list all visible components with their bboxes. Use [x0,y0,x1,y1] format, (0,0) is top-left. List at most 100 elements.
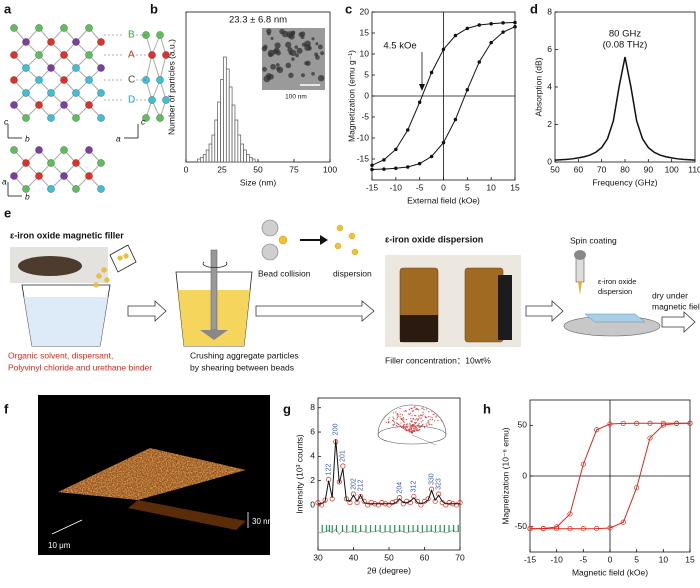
pole-dot [420,417,422,419]
peak-label: 122 [325,464,332,476]
pole-dot [387,421,390,424]
x-tick-label: 60 [420,552,430,562]
tem-particle [261,46,268,52]
histogram-bar [208,143,213,163]
pole-dot [408,428,410,431]
data-point [379,500,385,506]
y-tick-label: 50 [518,420,528,430]
atom [35,172,43,180]
length-arrow [51,519,83,535]
panel-label: f [4,401,9,416]
atom [47,89,55,97]
atom [97,185,105,193]
process-arrow [661,311,696,333]
rotation-arrow [202,261,228,268]
aggregate [278,235,288,245]
pole-dot [396,418,398,420]
data-point [406,128,410,132]
x-tick-label: 15 [510,182,520,192]
tem-particle [300,73,305,78]
histogram-bar [240,143,244,163]
data-point [361,498,367,504]
data-point [394,166,398,170]
pole-dot [415,415,417,417]
substrate [584,313,646,323]
particle [101,267,107,273]
pole-dot [398,423,400,426]
x-axis-label: 2θ (degree) [367,565,411,575]
x-tick-label: -5 [416,182,424,192]
data-point [441,47,446,52]
data-point [453,117,458,122]
x-axis-label: Frequency (GHz) [592,177,657,187]
pole-dot [405,426,408,428]
panel-label: c [345,1,352,16]
pole-dot [401,426,404,428]
components-text: Polyvinyl chloride and urethane binder [8,362,152,372]
pole-dot [419,414,422,416]
pole-dot [410,424,412,426]
tem-particle [276,63,280,67]
pole-dot [418,409,420,411]
series-line [554,56,696,161]
x-tick-label: 90 [644,164,654,174]
tem-particle [304,61,309,66]
axis-label: b [25,191,30,201]
particle [96,273,102,279]
pole-dot [396,413,398,415]
tem-particle [279,28,285,35]
process-arrow [127,300,167,322]
particle [336,224,344,232]
pole-dot [385,421,388,423]
vial-sediment [400,315,438,342]
atom [35,76,43,84]
pole-dot [409,427,411,429]
atom [22,159,30,167]
y-tick-label: 0 [522,470,527,480]
pole-dot [425,417,427,419]
data-point [501,21,505,25]
x-tick-label: 70 [597,164,607,174]
pole-dot [414,422,417,424]
atom [97,89,105,97]
y-tick-label: -10 [357,132,370,142]
pole-dot [410,427,412,429]
y-tick-label: 6 [310,426,315,436]
pole-dot [399,413,401,415]
particle [334,242,342,250]
pole-dot [392,419,394,421]
pole-dot [416,425,419,427]
tem-particle [274,42,281,49]
data-point [660,422,666,428]
peak-label: 330 [428,473,435,485]
tem-particle [267,31,271,36]
x-tick-label: 50 [253,164,263,174]
axis-line [411,434,437,446]
pole-dot [414,430,416,433]
pole-dot [437,419,439,422]
tem-particle [296,47,303,54]
pole-dot [393,412,395,414]
annotation: 80 GHz [609,29,641,40]
histogram-bar [202,154,207,163]
y-axis-label: Absorption (dB) [533,57,543,116]
histogram-bar [217,101,221,163]
histogram-bar [234,119,239,163]
data-point [406,165,410,169]
axis-label: b [25,133,30,143]
drying-text: dry under [652,290,688,300]
pole-dot [418,426,420,428]
x-tick-label: 10 [659,554,669,564]
pole-dot [408,408,411,411]
pole-dot [401,418,404,420]
pole-dot [393,422,396,424]
y-tick-label: 4 [547,81,552,91]
annotation: (0.08 THz) [603,40,648,51]
y-tick-label: 2 [547,119,552,129]
pole-dot [431,418,434,421]
tem-particle [270,63,277,70]
histogram-bar [214,119,219,163]
atom [22,38,30,46]
